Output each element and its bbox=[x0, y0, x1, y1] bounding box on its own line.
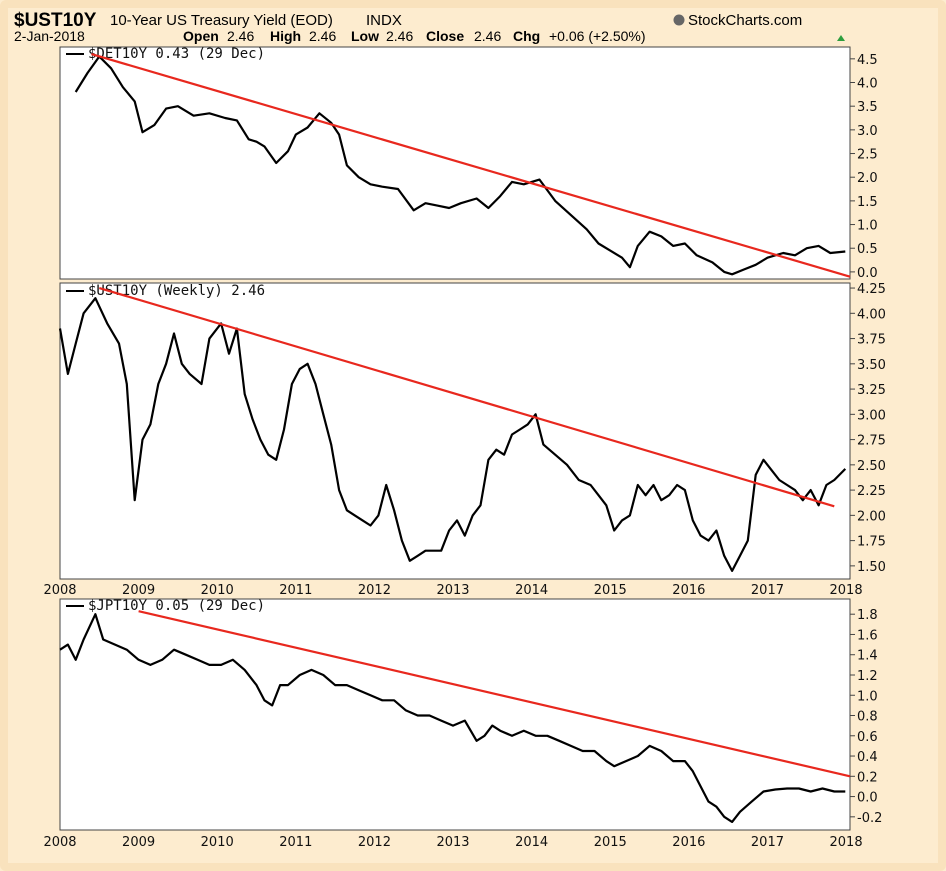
low-label: Low bbox=[351, 28, 379, 44]
y-tick-label: 0.0 bbox=[857, 266, 878, 281]
y-tick-label: 4.0 bbox=[857, 77, 878, 92]
x-tick-label: 2013 bbox=[436, 583, 469, 598]
close-value: 2.46 bbox=[474, 28, 501, 44]
x-tick-label: 2011 bbox=[279, 583, 312, 598]
x-tick-label: 2008 bbox=[43, 835, 76, 850]
x-tick-label: 2017 bbox=[751, 835, 784, 850]
quote-date: 2-Jan-2018 bbox=[14, 28, 85, 44]
y-tick-label: 3.0 bbox=[857, 124, 878, 139]
y-tick-label: 2.0 bbox=[857, 171, 878, 186]
series-line-3 bbox=[59, 613, 846, 824]
legend-label-2: $UST10Y (Weekly) 2.46 bbox=[88, 283, 265, 299]
y-tick-label: 2.25 bbox=[857, 484, 886, 499]
y-tick-label: 4.25 bbox=[857, 282, 886, 297]
y-tick-label: 3.75 bbox=[857, 333, 886, 348]
y-tick-label: 0.4 bbox=[857, 750, 878, 765]
open-value: 2.46 bbox=[227, 28, 254, 44]
x-tick-label: 2010 bbox=[201, 583, 234, 598]
y-tick-label: 3.50 bbox=[857, 358, 886, 373]
y-tick-label: 1.0 bbox=[857, 219, 878, 234]
y-tick-label: 3.00 bbox=[857, 408, 886, 423]
trend-line-2 bbox=[98, 286, 835, 508]
y-tick-label: 1.6 bbox=[857, 628, 878, 643]
y-tick-label: 2.50 bbox=[857, 459, 886, 474]
x-tick-label: 2018 bbox=[830, 583, 863, 598]
y-tick-label: 0.2 bbox=[857, 770, 878, 785]
x-tick-label: 2012 bbox=[358, 583, 391, 598]
x-tick-label: 2011 bbox=[279, 835, 312, 850]
x-tick-label: 2018 bbox=[830, 835, 863, 850]
y-tick-label: 0.0 bbox=[857, 791, 878, 806]
y-tick-label: 0.6 bbox=[857, 730, 878, 745]
x-tick-label: 2009 bbox=[122, 835, 155, 850]
x-tick-label: 2017 bbox=[751, 583, 784, 598]
series-description: 10-Year US Treasury Yield (EOD) bbox=[110, 12, 333, 29]
plot-area-3 bbox=[59, 598, 851, 831]
x-tick-label: 2012 bbox=[358, 835, 391, 850]
y-tick-label: 4.5 bbox=[857, 53, 878, 68]
chg-value: +0.06 (+2.50%) bbox=[549, 28, 646, 44]
symbol-title: $UST10Y bbox=[14, 10, 97, 31]
x-tick-label: 2014 bbox=[515, 583, 548, 598]
up-arrow-icon bbox=[837, 35, 845, 41]
x-tick-label: 2015 bbox=[594, 583, 627, 598]
low-value: 2.46 bbox=[386, 28, 413, 44]
x-tick-label: 2014 bbox=[515, 835, 548, 850]
x-tick-label: 2009 bbox=[122, 583, 155, 598]
x-tick-label: 2010 bbox=[201, 835, 234, 850]
close-label: Close bbox=[426, 28, 464, 44]
y-tick-label: 2.00 bbox=[857, 509, 886, 524]
y-tick-label: -0.2 bbox=[857, 811, 882, 826]
y-tick-label: 3.5 bbox=[857, 100, 878, 115]
plot-area-1 bbox=[59, 46, 851, 280]
x-tick-label: 2008 bbox=[43, 583, 76, 598]
chg-label: Chg bbox=[513, 28, 540, 44]
y-tick-label: 1.50 bbox=[857, 560, 886, 575]
chart-panels: $DET10Y 0.43 (29 Dec) 4.5 4.0 3.5 3.0 2.5 2.0 1… bbox=[43, 46, 886, 850]
y-tick-label: 1.2 bbox=[857, 669, 878, 684]
y-tick-label: 1.4 bbox=[857, 649, 878, 664]
x-tick-label: 2015 bbox=[594, 835, 627, 850]
legend-label-1: $DET10Y 0.43 (29 Dec) bbox=[88, 46, 265, 62]
x-tick-label: 2016 bbox=[672, 583, 705, 598]
trend-line-3 bbox=[138, 610, 851, 778]
high-label: High bbox=[270, 28, 301, 44]
open-label: Open bbox=[183, 28, 219, 44]
y-tick-label: 1.5 bbox=[857, 195, 878, 210]
y-tick-label: 0.5 bbox=[857, 242, 878, 257]
y-tick-label: 4.00 bbox=[857, 307, 886, 322]
stockcharts-logo-icon bbox=[673, 14, 685, 26]
x-tick-label: 2013 bbox=[436, 835, 469, 850]
y-tick-label: 2.75 bbox=[857, 434, 886, 449]
series-line-2 bbox=[58, 297, 847, 573]
y-tick-label: 2.5 bbox=[857, 148, 878, 163]
legend-label-3: $JPT10Y 0.05 (29 Dec) bbox=[88, 598, 265, 614]
series-line-1 bbox=[74, 55, 846, 276]
y-tick-label: 3.25 bbox=[857, 383, 886, 398]
y-tick-label: 1.0 bbox=[857, 689, 878, 704]
exchange-label: INDX bbox=[366, 12, 402, 29]
y-tick-label: 1.8 bbox=[857, 608, 878, 623]
y-tick-label: 1.75 bbox=[857, 535, 886, 550]
x-tick-label: 2016 bbox=[672, 835, 705, 850]
y-tick-label: 0.8 bbox=[857, 710, 878, 725]
brand-label: StockCharts.com bbox=[688, 12, 802, 29]
plot-area-2 bbox=[59, 282, 851, 580]
trend-line-1 bbox=[91, 53, 851, 278]
high-value: 2.46 bbox=[309, 28, 336, 44]
